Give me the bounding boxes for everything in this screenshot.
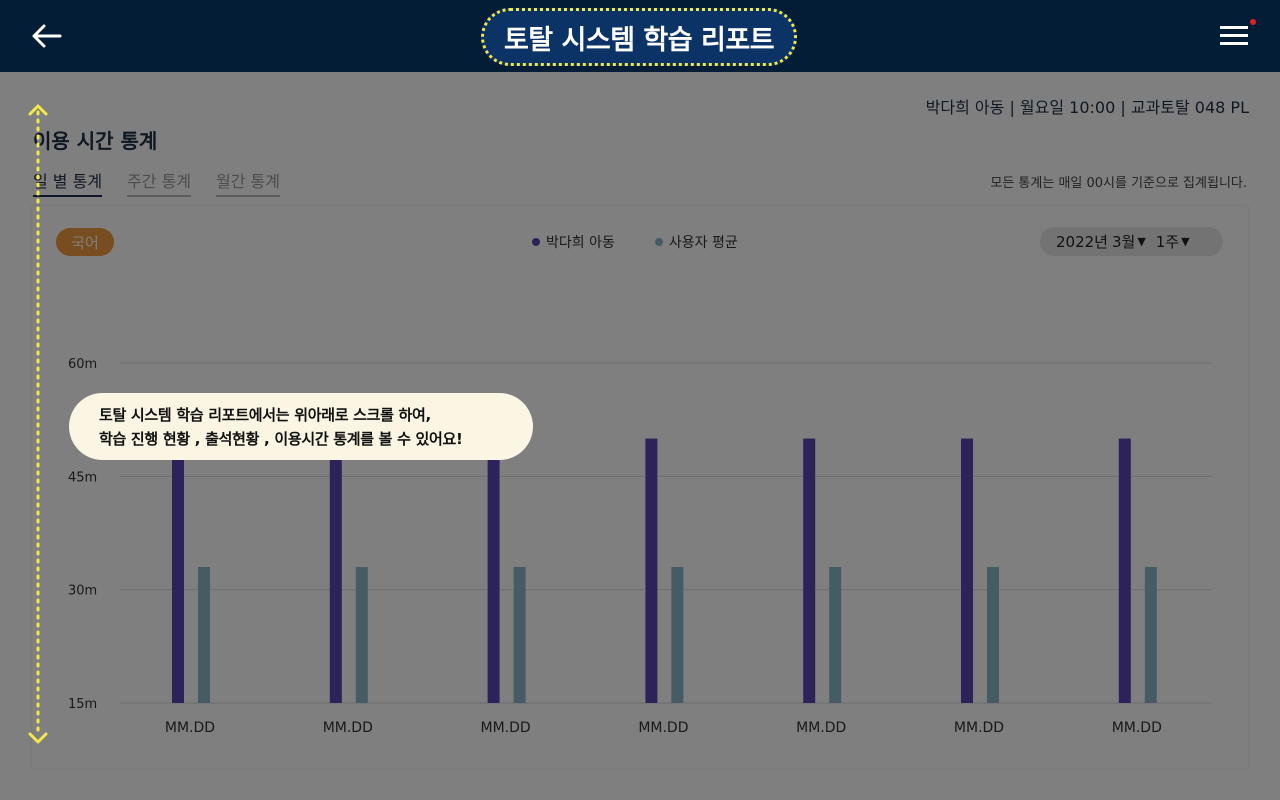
vertical-double-arrow-icon	[28, 104, 48, 744]
app-header: 토탈 시스템 학습 리포트	[0, 0, 1280, 72]
tooltip-line-2: 학습 진행 현황 , 출석현황 , 이용시간 통계를 볼 수 있어요!	[99, 429, 463, 448]
tooltip-line-1: 토탈 시스템 학습 리포트에서는 위아래로 스크롤 하여,	[99, 405, 431, 424]
page-title-pill: 토탈 시스템 학습 리포트	[481, 8, 797, 66]
menu-button[interactable]	[1216, 20, 1252, 52]
notification-dot	[1250, 19, 1256, 25]
arrow-left-icon	[32, 24, 62, 48]
hamburger-menu-icon	[1220, 26, 1248, 45]
tutorial-tooltip: 토탈 시스템 학습 리포트에서는 위아래로 스크롤 하여, 학습 진행 현황 ,…	[69, 393, 533, 460]
back-button[interactable]	[26, 18, 68, 54]
page-title: 토탈 시스템 학습 리포트	[503, 24, 775, 56]
